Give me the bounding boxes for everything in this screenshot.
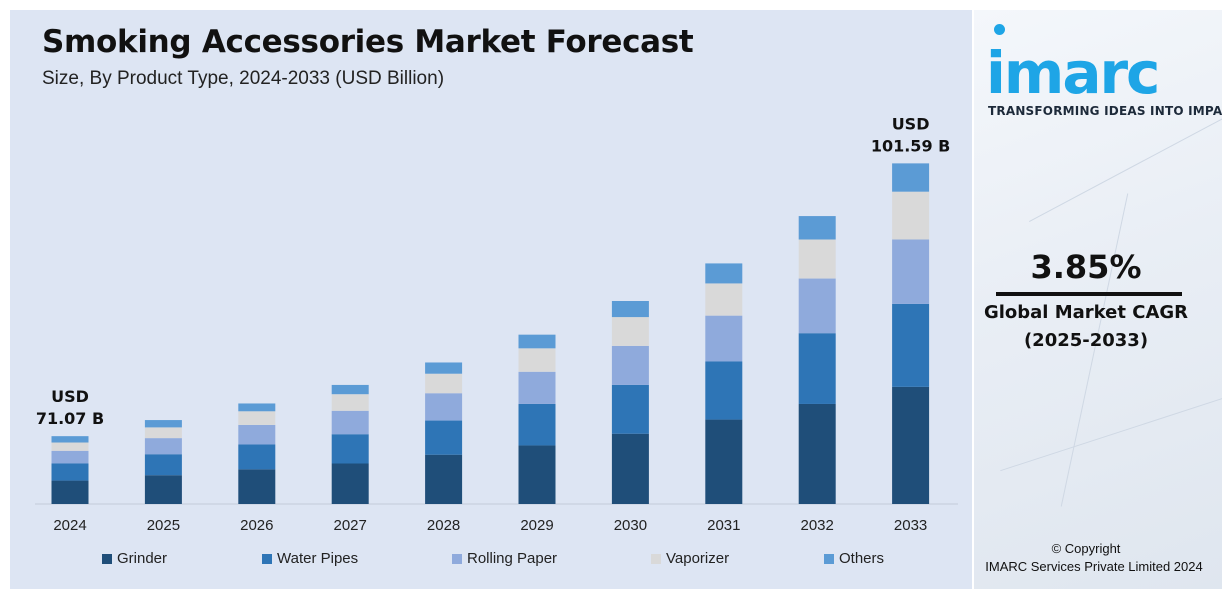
labels-layer: 2024 USD 71.07 B 2025 2026 2027 2028 2029 2030 20… (36, 114, 951, 534)
bar-segment-water-pipes-2033 (892, 303, 930, 387)
stacked-bar-chart: 2024 USD 71.07 B 2025 2026 2027 2028 2029 2030 20… (35, 114, 958, 534)
x-tick-label: 2025 (147, 517, 180, 534)
bar-segment-grinder-2027 (331, 463, 369, 504)
bar-segment-vaporizer-2028 (425, 373, 463, 394)
bar-segment-water-pipes-2031 (705, 361, 743, 420)
legend-swatch (262, 553, 272, 564)
bar-segment-vaporizer-2030 (611, 317, 649, 346)
bars-layer (51, 163, 930, 504)
bar-segment-water-pipes-2029 (518, 403, 556, 446)
bar-segment-water-pipes-2025 (144, 454, 182, 476)
brand-tagline: TRANSFORMING IDEAS INTO IMPACT (988, 104, 1222, 118)
legend-label: Water Pipes (277, 550, 359, 567)
bar-segment-others-2025 (144, 420, 182, 428)
total-annotation-value: 71.07 B (36, 409, 104, 428)
bar-segment-vaporizer-2032 (798, 239, 836, 279)
cagr-value: 3.85% (1030, 248, 1142, 286)
legend-item-vaporizer: Vaporizer (651, 550, 729, 567)
legend-item-rolling-paper: Rolling Paper (452, 550, 557, 567)
side-panel: imarc TRANSFORMING IDEAS INTO IMPACT 3.8… (974, 10, 1222, 589)
bar-segment-vaporizer-2031 (705, 283, 743, 316)
company-text: IMARC Services Private Limited 2024 (985, 559, 1203, 574)
bar-segment-vaporizer-2033 (892, 191, 930, 240)
bar-segment-vaporizer-2024 (51, 442, 89, 451)
bar-segment-water-pipes-2027 (331, 434, 369, 464)
bar-segment-others-2030 (611, 300, 649, 318)
legend-swatch (102, 553, 112, 564)
legend-label: Rolling Paper (467, 550, 558, 567)
x-tick-label: 2032 (801, 517, 834, 534)
bar-segment-grinder-2024 (51, 480, 89, 504)
legend-swatch (452, 553, 462, 564)
brand-logo: imarc (986, 39, 1160, 107)
bar-segment-others-2029 (518, 334, 556, 349)
bar-segment-vaporizer-2025 (144, 427, 182, 439)
bar-segment-others-2026 (238, 403, 276, 412)
x-tick-label: 2027 (334, 517, 367, 534)
total-annotation-currency: USD (51, 387, 89, 406)
total-annotation-value: 101.59 B (871, 136, 951, 155)
bar-segment-others-2024 (51, 436, 89, 443)
bar-segment-water-pipes-2026 (238, 444, 276, 470)
bar-segment-rolling-paper-2025 (144, 438, 182, 455)
x-tick-label: 2028 (427, 517, 460, 534)
legend-label: Others (839, 550, 885, 567)
bar-segment-grinder-2029 (518, 445, 556, 504)
x-tick-label: 2033 (894, 517, 927, 534)
chart-subtitle: Size, By Product Type, 2024-2033 (USD Bi… (42, 68, 445, 89)
bar-segment-others-2033 (892, 163, 930, 192)
cagr-period: (2025-2033) (1023, 330, 1149, 351)
bar-segment-grinder-2025 (144, 475, 182, 504)
bar-segment-rolling-paper-2028 (425, 393, 463, 421)
cagr-label: Global Market CAGR (983, 302, 1189, 323)
bar-segment-rolling-paper-2031 (705, 315, 743, 362)
decorative-line (1000, 389, 1222, 472)
x-tick-label: 2026 (240, 517, 273, 534)
bar-segment-rolling-paper-2026 (238, 424, 276, 445)
cagr-divider (996, 292, 1182, 296)
bar-segment-grinder-2026 (238, 469, 276, 504)
legend-label: Vaporizer (666, 550, 730, 567)
bar-segment-rolling-paper-2030 (611, 345, 649, 385)
bar-segment-grinder-2028 (425, 454, 463, 504)
legend-swatch (651, 553, 661, 564)
x-tick-label: 2030 (614, 517, 647, 534)
x-tick-label: 2029 (520, 517, 553, 534)
bar-segment-rolling-paper-2027 (331, 410, 369, 435)
bar-segment-others-2028 (425, 362, 463, 374)
bar-segment-grinder-2033 (892, 386, 930, 504)
bar-segment-grinder-2031 (705, 419, 743, 504)
x-tick-label: 2024 (53, 517, 86, 534)
x-tick-label: 2031 (707, 517, 740, 534)
bar-segment-vaporizer-2027 (331, 394, 369, 411)
legend-label: Grinder (117, 550, 168, 567)
bar-segment-others-2032 (798, 216, 836, 240)
copyright-text: © Copyright (1051, 541, 1121, 556)
bar-segment-rolling-paper-2024 (51, 450, 89, 464)
bar-segment-water-pipes-2032 (798, 333, 836, 404)
bar-segment-rolling-paper-2029 (518, 371, 556, 404)
bar-segment-vaporizer-2029 (518, 348, 556, 372)
chart-title: Smoking Accessories Market Forecast (42, 24, 694, 60)
logo-dot-icon (994, 24, 1005, 35)
bar-segment-grinder-2032 (798, 403, 836, 504)
bar-segment-water-pipes-2028 (425, 420, 463, 455)
bar-segment-water-pipes-2030 (611, 384, 649, 434)
bar-segment-others-2031 (705, 263, 743, 284)
legend: Grinder Water Pipes Rolling Paper Vaporizer… (0, 550, 972, 572)
bar-segment-rolling-paper-2033 (892, 239, 930, 304)
bar-segment-vaporizer-2026 (238, 411, 276, 425)
total-annotation-currency: USD (892, 114, 930, 133)
legend-item-others: Others (824, 550, 884, 567)
legend-item-grinder: Grinder (102, 550, 167, 567)
bar-segment-others-2027 (331, 384, 369, 395)
bar-segment-rolling-paper-2032 (798, 278, 836, 334)
bar-segment-water-pipes-2024 (51, 463, 89, 481)
bar-segment-grinder-2030 (611, 433, 649, 504)
legend-swatch (824, 553, 834, 564)
legend-item-water-pipes: Water Pipes (262, 550, 358, 567)
